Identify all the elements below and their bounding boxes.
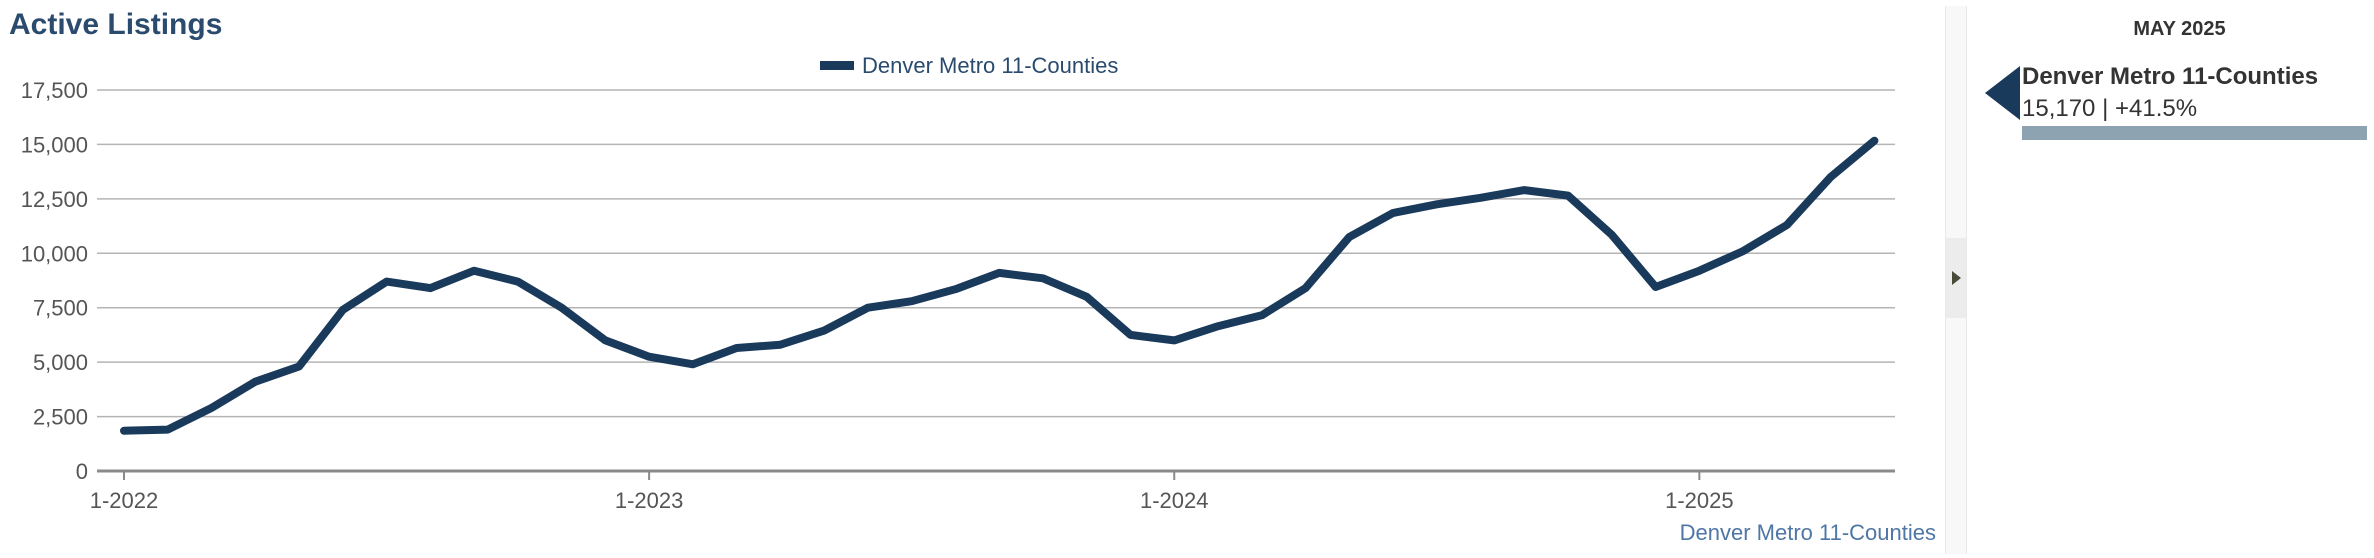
collapse-panel-button[interactable]	[1946, 238, 1966, 318]
source-label: Denver Metro 11-Counties	[1680, 520, 1936, 545]
y-tick-label: 0	[76, 459, 88, 484]
x-tick-label: 1-2023	[615, 488, 684, 513]
legend-swatch	[820, 61, 854, 70]
active-listings-chart: 0 2,500 5,000 7,500 10,000 12,500 15,000 17,500…	[21, 53, 1936, 545]
panel-period: MAY 2025	[2133, 18, 2226, 40]
y-tick-label: 17,500	[21, 78, 88, 103]
x-tick-label: 1-2025	[1665, 488, 1734, 513]
y-tick-label: 2,500	[33, 405, 88, 430]
panel-stats: 15,170 | +41.5%	[2022, 95, 2197, 123]
panel-change: +41.5%	[2114, 95, 2198, 122]
x-tick-label: 1-2022	[90, 488, 159, 513]
legend[interactable]: Denver Metro 11-Counties	[820, 53, 1118, 78]
series-layer	[120, 136, 1879, 435]
y-tick-label: 5,000	[33, 350, 88, 375]
x-tick-label: 1-2024	[1140, 488, 1209, 513]
x-axis-ticks: 1-2022 1-2023 1-2024 1-2025	[90, 471, 1734, 513]
triangle-left-icon	[1985, 66, 2020, 120]
y-tick-label: 7,500	[33, 296, 88, 321]
series-line[interactable]	[120, 136, 1879, 435]
triangle-right-icon	[1951, 271, 1961, 285]
y-tick-label: 12,500	[21, 187, 88, 212]
legend-label: Denver Metro 11-Counties	[862, 53, 1118, 78]
y-tick-label: 10,000	[21, 241, 88, 266]
y-axis-ticks: 0 2,500 5,000 7,500 10,000 12,500 15,000 17,500	[21, 78, 88, 484]
panel-value: 15,170	[2022, 95, 2096, 122]
panel-separator: |	[2102, 95, 2109, 122]
chart-title: Active Listings	[9, 8, 223, 41]
y-tick-label: 15,000	[21, 132, 88, 157]
panel-value-bar	[2022, 126, 2367, 140]
grid-lines	[97, 89, 1895, 473]
tooltip-panel: MAY 2025 Denver Metro 11-Counties 15,170…	[1985, 0, 2374, 558]
panel-series-name: Denver Metro 11-Counties	[2022, 63, 2319, 90]
